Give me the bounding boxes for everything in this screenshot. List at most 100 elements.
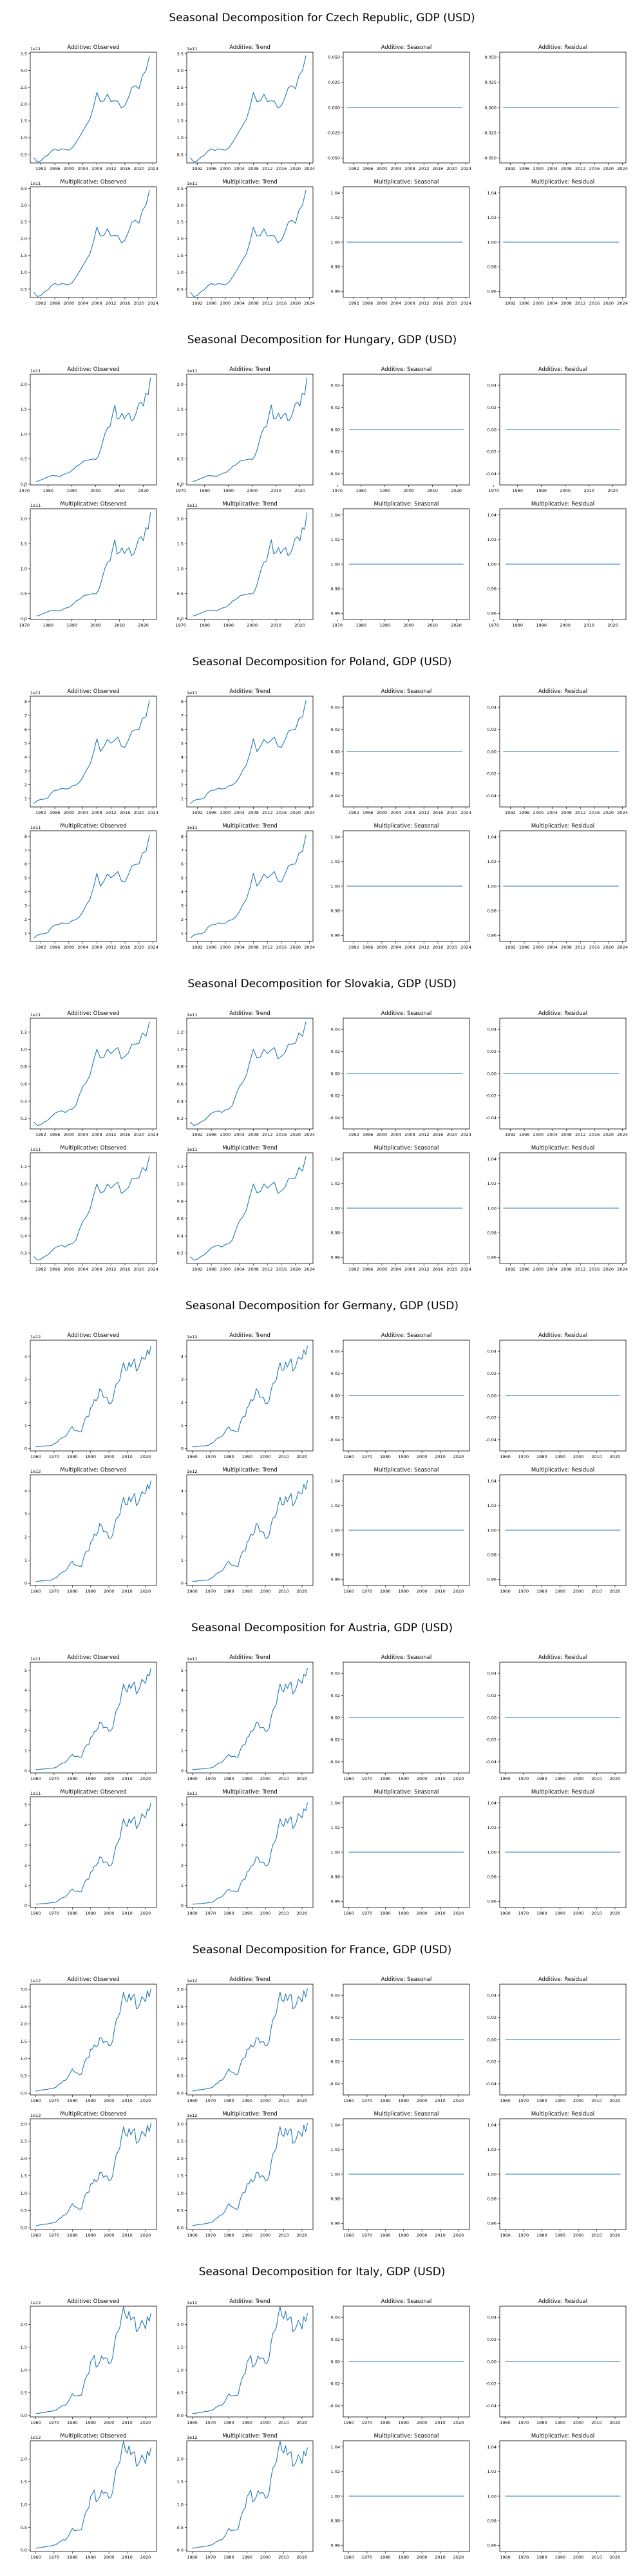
x-tick-label: 2020 <box>140 2420 151 2425</box>
y-offset-label: 1e11 <box>30 503 41 508</box>
series-line <box>35 2123 152 2226</box>
y-tick-label: 1.5 <box>21 407 27 412</box>
x-tick-label: 2010 <box>435 2555 446 2560</box>
x-tick-label: 2020 <box>290 945 301 950</box>
x-tick-label: 1990 <box>398 1776 409 1781</box>
y-tick-label: 0.5 <box>177 287 184 292</box>
additive-residual-plot: 1960 1970 1980 1990 2000 2010 2020 -0.04 -0.02 0.… <box>486 1340 627 1459</box>
y-tick-label: 1.02 <box>488 1503 497 1508</box>
y-offset-label: 1e11 <box>187 1147 197 1152</box>
x-tick-label: 2024 <box>304 1132 315 1137</box>
x-tick-label: 1970 <box>362 2555 373 2560</box>
y-tick-label: -0.04 <box>329 1759 340 1765</box>
y-tick-label: 1.02 <box>331 1503 340 1508</box>
x-tick-label: 1970 <box>362 1911 373 1916</box>
x-tick-label: 2020 <box>134 301 145 306</box>
y-tick-label: 1.5 <box>21 118 27 124</box>
subplot-title: Multiplicative: Observed <box>60 179 127 185</box>
y-tick-label: 0.04 <box>331 1027 340 1032</box>
x-tick-label: 2020 <box>294 623 305 628</box>
x-tick-label: 2004 <box>234 1132 245 1137</box>
x-tick-label: 2020 <box>297 2555 308 2560</box>
x-tick-label: 2016 <box>433 945 444 950</box>
y-tick-label: 2.0 <box>177 2322 184 2327</box>
y-tick-label: 1 <box>24 1558 27 1563</box>
y-tick-label: 1.04 <box>331 2123 340 2128</box>
series-line <box>192 1480 308 1582</box>
y-tick-label: 2.0 <box>177 102 184 107</box>
y-tick-label: 0.02 <box>331 1371 340 1376</box>
x-tick-label: 1990 <box>379 623 390 628</box>
x-tick-label: 2000 <box>260 2420 271 2425</box>
x-tick-label: 2000 <box>64 1267 75 1272</box>
x-tick-label: 1980 <box>67 1454 78 1459</box>
x-tick-label: 2010 <box>114 623 125 628</box>
x-tick-label: 1970 <box>49 1454 60 1459</box>
y-tick-label: 0.96 <box>331 1899 340 1904</box>
series-line <box>33 1156 150 1261</box>
x-tick-label: 2004 <box>234 166 245 171</box>
y-tick-label: 1.0 <box>21 431 27 437</box>
x-tick-label: 2000 <box>260 1454 271 1459</box>
y-tick-label: 2.0 <box>177 382 184 387</box>
x-tick-label: 2008 <box>404 810 415 815</box>
x-tick-label: 2010 <box>591 1454 602 1459</box>
y-tick-label: 1.0 <box>177 2502 184 2507</box>
country-title: Seasonal Decomposition for France, GDP (… <box>192 1944 452 1956</box>
y-tick-label: 7 <box>181 848 184 853</box>
x-tick-label: 2004 <box>77 1132 88 1137</box>
x-tick-label: 1970 <box>332 623 343 628</box>
x-tick-label: 2020 <box>610 2098 621 2103</box>
x-tick-label: 1996 <box>50 945 61 950</box>
x-tick-label: 2020 <box>610 1454 621 1459</box>
y-tick-label: 0.0 <box>177 2548 184 2553</box>
y-tick-label: -0.02 <box>486 450 497 455</box>
x-tick-label: 2010 <box>278 1454 289 1459</box>
additive-trend-plot: 1960 1970 1980 1990 2000 2010 2020 0 1 2 3 4 1e12 <box>181 1334 314 1459</box>
subplot-title: Multiplicative: Observed <box>60 2111 127 2117</box>
x-tick-label: 2010 <box>278 1589 289 1594</box>
x-tick-label: 2020 <box>453 2233 464 2238</box>
x-tick-label: 2000 <box>377 301 388 306</box>
y-tick-label: 1.00 <box>331 884 340 889</box>
y-tick-label: 0.00 <box>488 2359 497 2364</box>
y-tick-label: 1.5 <box>21 2479 27 2485</box>
x-tick-label: 1992 <box>192 810 203 815</box>
x-tick-label: 2008 <box>561 1132 572 1137</box>
axes-frame <box>30 2118 157 2230</box>
x-tick-label: 2010 <box>591 1776 602 1781</box>
x-tick-label: 2020 <box>297 2233 308 2238</box>
x-tick-label: 2016 <box>433 166 444 171</box>
y-tick-label: 0.04 <box>488 1993 497 1998</box>
series-line <box>35 2441 152 2549</box>
subplot-title: Additive: Trend <box>229 688 270 695</box>
x-tick-label: 1992 <box>505 945 516 950</box>
x-tick-label: 1960 <box>187 1776 198 1781</box>
y-tick-label: 0.98 <box>488 2197 497 2202</box>
x-tick-label: 1980 <box>199 488 210 493</box>
x-tick-label: 1990 <box>554 1454 565 1459</box>
x-tick-label: 1996 <box>206 810 217 815</box>
additive-residual-plot: 1992 1996 2000 2004 2008 2012 2016 2020 2024 -0.0… <box>486 1018 628 1137</box>
x-tick-label: 2010 <box>591 2555 602 2560</box>
x-tick-label: 1992 <box>192 301 203 306</box>
y-tick-label: 2 <box>24 1400 27 1405</box>
x-tick-label: 2016 <box>589 301 600 306</box>
x-tick-label: 1996 <box>206 1132 217 1137</box>
multiplicative-residual-plot: 1960 1970 1980 1990 2000 2010 2020 0.96 0.98 1.00… <box>488 1474 627 1594</box>
x-tick-label: 1990 <box>554 2420 565 2425</box>
x-tick-label: 2020 <box>134 166 145 171</box>
y-tick-label: 1.04 <box>331 835 340 840</box>
additive-trend-plot: 1992 1996 2000 2004 2008 2012 2016 2020 2024 0.5 1… <box>177 46 315 171</box>
multiplicative-observed-plot: 1992 1996 2000 2004 2008 2012 2016 2020 2024 1 2 3 4… <box>24 825 158 950</box>
subplot-title: Additive: Trend <box>229 44 270 51</box>
y-tick-label: 1.0 <box>177 2056 184 2061</box>
x-tick-label: 2010 <box>122 2555 133 2560</box>
y-tick-label: 0.5 <box>21 2208 27 2213</box>
y-tick-label: 0.04 <box>331 383 340 388</box>
axes-frame <box>30 1018 157 1130</box>
x-tick-label: 2016 <box>276 945 287 950</box>
x-tick-label: 1980 <box>380 1454 391 1459</box>
y-tick-label: 1.02 <box>331 2147 340 2152</box>
y-offset-label: 1e11 <box>187 503 197 508</box>
